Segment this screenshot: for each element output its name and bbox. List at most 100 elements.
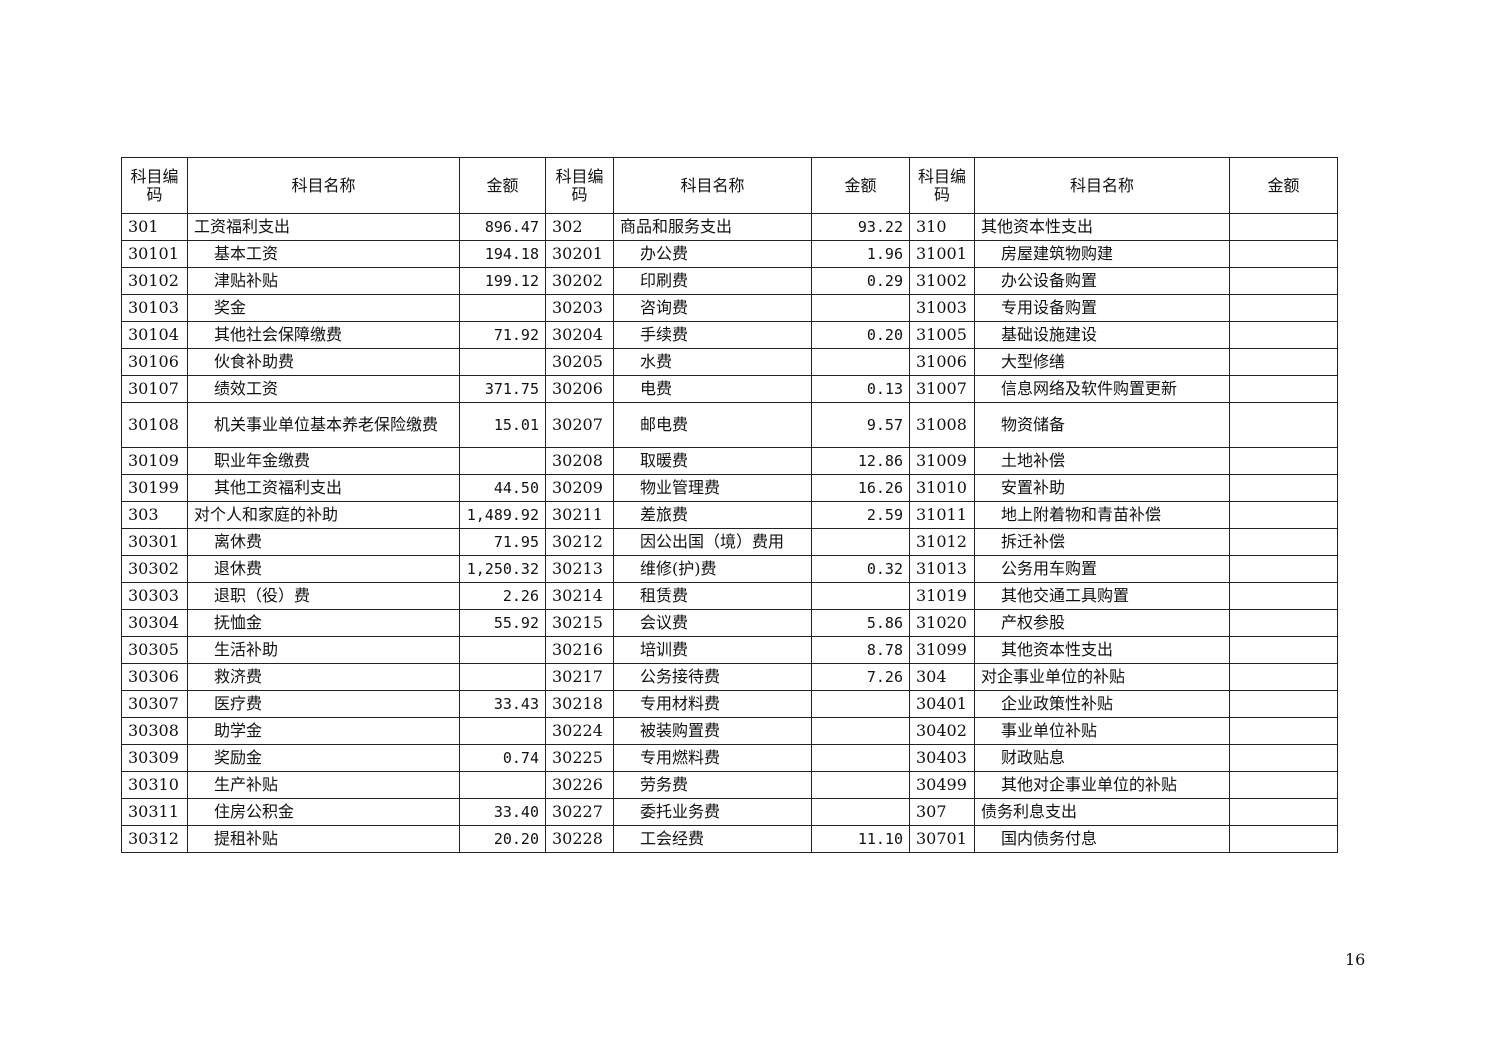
amount: 12.86 [811,447,910,475]
subject-name: 水费 [613,348,812,376]
subject-name: 伙食补助费 [187,348,460,376]
subject-name: 生活补助 [187,636,460,664]
amount: 33.43 [459,690,546,718]
subject-code: 304 [909,663,975,691]
subject-code: 30218 [545,690,614,718]
subject-code: 30305 [121,636,188,664]
subject-name: 退职（役）费 [187,582,460,610]
amount: 93.22 [811,213,910,241]
table-row: 30311 住房公积金 33.40 30227 委托业务费 307 债务利息支出 [121,798,1338,826]
amount: 7.26 [811,663,910,691]
header-name: 科目名称 [187,157,460,214]
subject-name: 商品和服务支出 [613,213,812,241]
amount: 0.74 [459,744,546,772]
amount: 0.29 [811,267,910,295]
subject-name: 助学金 [187,717,460,745]
amount [1229,582,1338,610]
subject-code: 31006 [909,348,975,376]
subject-name: 职业年金缴费 [187,447,460,475]
table-row: 30308 助学金 30224 被装购置费 30402 事业单位补贴 [121,717,1338,745]
table-row: 30102 津贴补贴 199.12 30202 印刷费 0.29 31002 办公设备购置 [121,267,1338,295]
subject-code: 30225 [545,744,614,772]
subject-code: 31005 [909,321,975,349]
amount: 33.40 [459,798,546,826]
subject-code: 31007 [909,375,975,403]
table-row: 30312 提租补贴 20.20 30228 工会经费 11.10 30701 国内债务付息 [121,825,1338,853]
subject-code: 31003 [909,294,975,322]
subject-name: 离休费 [187,528,460,556]
amount [1229,501,1338,529]
subject-code: 31009 [909,447,975,475]
subject-code: 30402 [909,717,975,745]
amount [1229,690,1338,718]
amount [811,717,910,745]
amount [459,717,546,745]
subject-name: 奖励金 [187,744,460,772]
table-row: 30309 奖励金 0.74 30225 专用燃料费 30403 财政贴息 [121,744,1338,772]
subject-name: 工会经费 [613,825,812,853]
subject-name: 企业政策性补贴 [974,690,1230,718]
amount [1229,402,1338,448]
amount: 8.78 [811,636,910,664]
subject-code: 30302 [121,555,188,583]
subject-code: 30211 [545,501,614,529]
amount [1229,474,1338,502]
subject-code: 30215 [545,609,614,637]
amount [1229,321,1338,349]
amount [459,663,546,691]
table-row: 30305 生活补助 30216 培训费 8.78 31099 其他资本性支出 [121,636,1338,664]
subject-code: 30309 [121,744,188,772]
subject-name: 专用设备购置 [974,294,1230,322]
subject-code: 30307 [121,690,188,718]
subject-name: 咨询费 [613,294,812,322]
subject-name: 抚恤金 [187,609,460,637]
subject-code: 301 [121,213,188,241]
amount [1229,771,1338,799]
amount [459,348,546,376]
subject-name: 电费 [613,375,812,403]
table-row: 30301 离休费 71.95 30212 因公出国（境）费用 31012 拆迁补偿 [121,528,1338,556]
header-code: 科目编码 [121,157,188,214]
amount: 2.26 [459,582,546,610]
subject-name: 房屋建筑物购建 [974,240,1230,268]
amount: 71.95 [459,528,546,556]
subject-name: 会议费 [613,609,812,637]
table-row: 30307 医疗费 33.43 30218 专用材料费 30401 企业政策性补贴 [121,690,1338,718]
subject-name: 印刷费 [613,267,812,295]
subject-name: 生产补贴 [187,771,460,799]
subject-name: 住房公积金 [187,798,460,826]
subject-name: 物资储备 [974,402,1230,448]
subject-name: 对个人和家庭的补助 [187,501,460,529]
subject-code: 30312 [121,825,188,853]
amount [1229,528,1338,556]
subject-code: 307 [909,798,975,826]
subject-code: 302 [545,213,614,241]
subject-name: 救济费 [187,663,460,691]
subject-name: 因公出国（境）费用 [613,528,812,556]
table-row: 30304 抚恤金 55.92 30215 会议费 5.86 31020 产权参股 [121,609,1338,637]
header-name: 科目名称 [613,157,812,214]
header-code: 科目编码 [909,157,975,214]
subject-name: 其他工资福利支出 [187,474,460,502]
subject-code: 30308 [121,717,188,745]
amount [1229,213,1338,241]
table-row: 30109 职业年金缴费 30208 取暖费 12.86 31009 土地补偿 [121,447,1338,475]
subject-name: 债务利息支出 [974,798,1230,826]
subject-code: 30109 [121,447,188,475]
amount: 1,250.32 [459,555,546,583]
table-row: 30303 退职（役）费 2.26 30214 租赁费 31019 其他交通工具购置 [121,582,1338,610]
subject-code: 31002 [909,267,975,295]
subject-name: 退休费 [187,555,460,583]
subject-name: 其他资本性支出 [974,213,1230,241]
subject-code: 31020 [909,609,975,637]
subject-name: 手续费 [613,321,812,349]
table-row: 30108 机关事业单位基本养老保险缴费 15.01 30207 邮电费 9.57 3100… [121,402,1338,448]
amount: 0.20 [811,321,910,349]
amount [811,744,910,772]
subject-code: 31011 [909,501,975,529]
subject-code: 30205 [545,348,614,376]
header-amount: 金额 [1229,157,1338,214]
table-body: 301 工资福利支出 896.47 302 商品和服务支出 93.22 310 其他资本性支出… [121,213,1338,853]
subject-name: 公务接待费 [613,663,812,691]
subject-code: 30214 [545,582,614,610]
